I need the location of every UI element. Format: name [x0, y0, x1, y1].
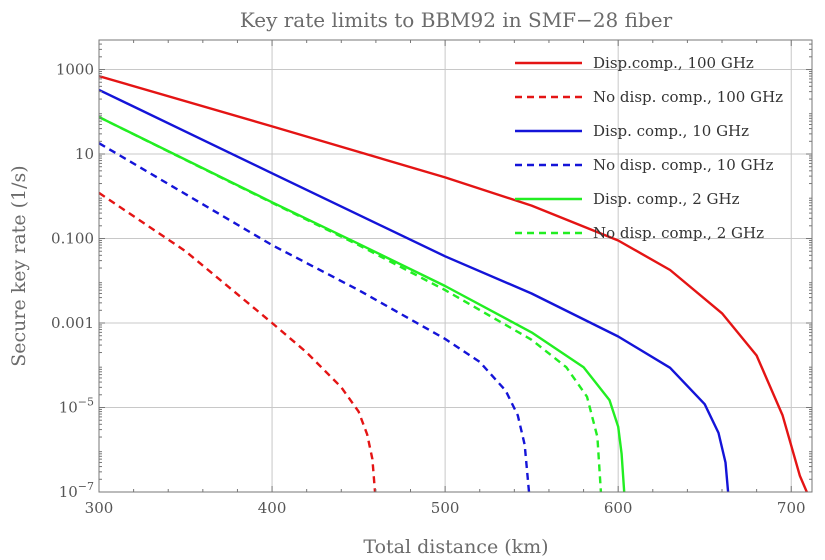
series-lines: [99, 74, 808, 492]
legend-label: No disp. comp., 2 GHz: [593, 224, 764, 242]
legend-item-2: No disp. comp., 100 GHz: [515, 88, 783, 106]
legend-label: No disp. comp., 100 GHz: [593, 88, 783, 106]
legend-item-1: Disp.comp., 100 GHz: [515, 54, 754, 72]
x-tick-label: 600: [604, 499, 633, 517]
grid-lines: [99, 40, 812, 492]
series-line-2: [99, 191, 377, 492]
axis-ticks: 300 400 500 600 700 1000 10 0.100 0.001 10−5 10−7: [51, 40, 812, 517]
legend-item-5: Disp. comp., 2 GHz: [515, 190, 740, 208]
y-tick-label: 10−5: [59, 396, 94, 417]
y-tick-label: 10−7: [59, 480, 94, 501]
legend-label: Disp. comp., 10 GHz: [593, 122, 749, 140]
plot-frame: [98, 39, 813, 493]
legend-item-6: No disp. comp., 2 GHz: [515, 224, 764, 242]
legend: Disp.comp., 100 GHz No disp. comp., 100 G…: [515, 54, 783, 242]
legend-label: No disp. comp., 10 GHz: [593, 156, 774, 174]
legend-label: Disp.comp., 100 GHz: [593, 54, 754, 72]
x-tick-label: 500: [431, 499, 460, 517]
series-line-6: [99, 116, 603, 492]
series-line-5: [99, 116, 626, 492]
x-tick-label: 300: [85, 499, 114, 517]
series-line-1: [99, 74, 808, 492]
y-tick-label: 10: [75, 145, 94, 163]
y-tick-label: 1000: [56, 61, 94, 79]
legend-item-3: Disp. comp., 10 GHz: [515, 122, 749, 140]
x-tick-label: 400: [258, 499, 287, 517]
y-tick-label: 0.001: [51, 314, 94, 332]
series-line-4: [99, 142, 531, 492]
x-tick-label: 700: [777, 499, 806, 517]
series-line-3: [99, 88, 730, 492]
chart-title: Key rate limits to BBM92 in SMF−28 fiber: [240, 8, 673, 32]
x-axis-title: Total distance (km): [363, 536, 548, 558]
y-axis-title: Secure key rate (1/s): [8, 165, 30, 366]
legend-item-4: No disp. comp., 10 GHz: [515, 156, 774, 174]
y-tick-label: 0.100: [51, 230, 94, 248]
legend-label: Disp. comp., 2 GHz: [593, 190, 740, 208]
